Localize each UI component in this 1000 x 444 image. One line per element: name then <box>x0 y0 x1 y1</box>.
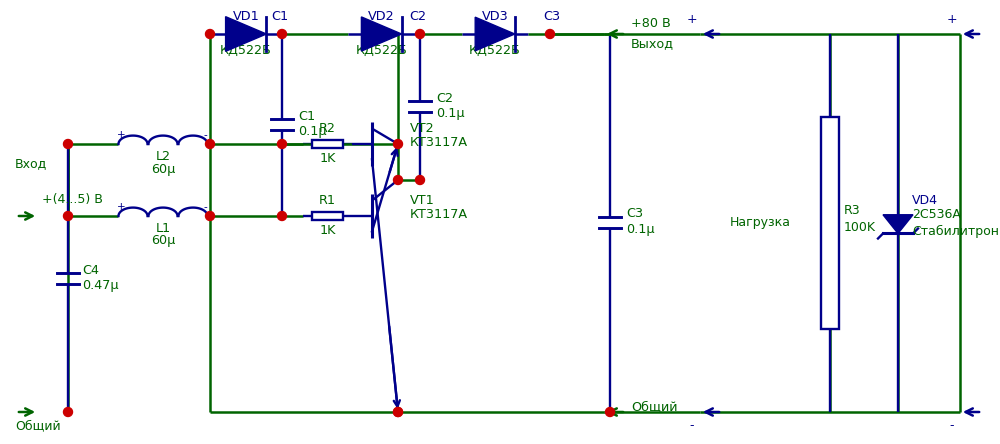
Circle shape <box>206 139 214 148</box>
Text: C2: C2 <box>410 11 426 24</box>
Circle shape <box>64 211 72 221</box>
Text: Вход: Вход <box>15 158 47 170</box>
Polygon shape <box>475 17 515 51</box>
Circle shape <box>394 175 402 185</box>
Text: VT1: VT1 <box>410 194 435 207</box>
Circle shape <box>206 211 214 221</box>
Text: R3: R3 <box>844 205 861 218</box>
Text: -: - <box>203 202 207 212</box>
Text: +(4...5) В: +(4...5) В <box>42 194 103 206</box>
Text: VT2: VT2 <box>410 123 435 135</box>
Text: 2С536А: 2С536А <box>912 209 961 222</box>
Text: VD2: VD2 <box>368 11 395 24</box>
Text: Общий: Общий <box>631 400 678 413</box>
Circle shape <box>278 211 287 221</box>
Text: Стабилитрон: Стабилитрон <box>912 225 999 238</box>
Circle shape <box>206 29 214 39</box>
Text: C2: C2 <box>436 91 453 104</box>
Text: КД522Б: КД522Б <box>356 44 407 56</box>
Text: КТ3117А: КТ3117А <box>410 136 468 150</box>
Text: +: + <box>117 130 125 140</box>
Text: Выход: Выход <box>631 37 674 51</box>
Bar <box>312 140 343 148</box>
Circle shape <box>606 408 614 416</box>
Text: C3: C3 <box>543 11 561 24</box>
Circle shape <box>278 139 287 148</box>
Text: +: + <box>117 202 125 212</box>
Text: -: - <box>203 130 207 140</box>
Text: 1K: 1K <box>319 225 336 238</box>
Text: R2: R2 <box>319 123 336 135</box>
Bar <box>312 212 343 220</box>
Text: 60μ: 60μ <box>151 163 175 175</box>
Text: 0.1μ: 0.1μ <box>436 107 465 120</box>
Circle shape <box>416 29 424 39</box>
Circle shape <box>416 175 424 185</box>
Text: КТ3117А: КТ3117А <box>410 209 468 222</box>
Text: C3: C3 <box>626 207 643 221</box>
Circle shape <box>64 408 72 416</box>
Text: Общий: Общий <box>15 420 61 432</box>
Text: +: + <box>947 13 957 27</box>
Text: 0.1μ: 0.1μ <box>626 223 655 237</box>
Text: C1: C1 <box>298 110 315 123</box>
Text: C1: C1 <box>271 11 289 24</box>
Polygon shape <box>361 17 402 51</box>
Text: КД522Б: КД522Б <box>220 44 272 56</box>
Circle shape <box>278 29 287 39</box>
Text: 1K: 1K <box>319 152 336 166</box>
Circle shape <box>64 139 72 148</box>
Circle shape <box>394 408 402 416</box>
Text: VD3: VD3 <box>482 11 508 24</box>
Polygon shape <box>883 215 913 234</box>
Text: КД522Б: КД522Б <box>469 44 521 56</box>
Text: 100K: 100K <box>844 222 876 234</box>
Bar <box>821 117 839 329</box>
Text: 60μ: 60μ <box>151 234 175 247</box>
Circle shape <box>394 139 402 148</box>
Text: -: - <box>690 420 694 432</box>
Polygon shape <box>226 17 266 52</box>
Text: R1: R1 <box>319 194 336 207</box>
Circle shape <box>546 29 554 39</box>
Text: VD1: VD1 <box>233 11 259 24</box>
Text: +: + <box>687 13 697 27</box>
Circle shape <box>394 408 402 416</box>
Text: 0.47μ: 0.47μ <box>82 280 119 293</box>
Text: L2: L2 <box>156 151 170 163</box>
Text: -: - <box>950 420 954 432</box>
Text: +80 В: +80 В <box>631 17 671 31</box>
Text: 0.1μ: 0.1μ <box>298 126 327 139</box>
Text: C4: C4 <box>82 265 99 278</box>
Text: VD4: VD4 <box>912 194 938 207</box>
Text: Нагрузка: Нагрузка <box>730 217 791 230</box>
Text: L1: L1 <box>155 222 171 235</box>
